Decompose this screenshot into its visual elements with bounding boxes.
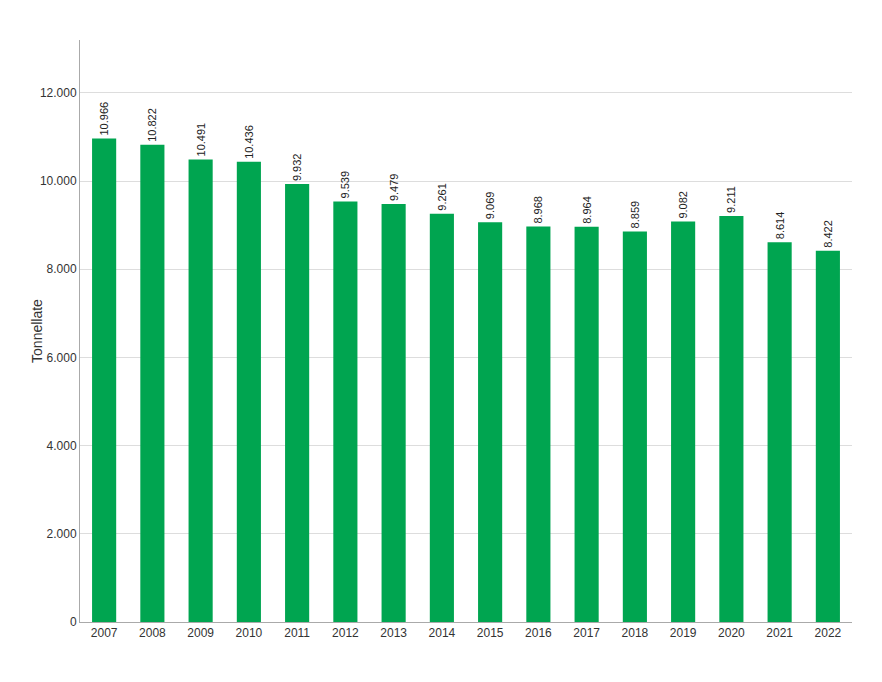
svg-text:2.000: 2.000 <box>47 527 77 541</box>
svg-text:10.966: 10.966 <box>98 102 110 136</box>
svg-text:2018: 2018 <box>622 626 649 640</box>
svg-text:2013: 2013 <box>380 626 407 640</box>
svg-text:10.491: 10.491 <box>195 123 207 157</box>
svg-text:8.614: 8.614 <box>774 212 786 240</box>
svg-text:Tonnellate: Tonnellate <box>29 299 45 363</box>
svg-text:2015: 2015 <box>477 626 504 640</box>
svg-text:8.968: 8.968 <box>532 196 544 224</box>
svg-text:2016: 2016 <box>525 626 552 640</box>
svg-text:8.000: 8.000 <box>47 262 77 276</box>
svg-text:8.422: 8.422 <box>822 220 834 248</box>
svg-text:9.479: 9.479 <box>388 174 400 202</box>
svg-text:2017: 2017 <box>573 626 600 640</box>
svg-text:2020: 2020 <box>718 626 745 640</box>
svg-text:4.000: 4.000 <box>47 439 77 453</box>
svg-text:2019: 2019 <box>670 626 697 640</box>
svg-text:2014: 2014 <box>429 626 456 640</box>
svg-text:9.932: 9.932 <box>291 154 303 182</box>
svg-text:0: 0 <box>70 615 77 629</box>
svg-text:10.000: 10.000 <box>40 174 77 188</box>
svg-text:9.261: 9.261 <box>436 183 448 211</box>
svg-text:2011: 2011 <box>284 626 310 640</box>
svg-text:8.859: 8.859 <box>629 201 641 229</box>
svg-text:2021: 2021 <box>766 626 793 640</box>
svg-text:9.082: 9.082 <box>677 191 689 219</box>
svg-text:10.436: 10.436 <box>243 125 255 159</box>
svg-text:9.539: 9.539 <box>339 171 351 199</box>
svg-text:2012: 2012 <box>332 626 359 640</box>
svg-text:2009: 2009 <box>187 626 214 640</box>
svg-text:9.211: 9.211 <box>725 186 737 213</box>
svg-text:9.069: 9.069 <box>484 192 496 220</box>
svg-text:10.822: 10.822 <box>146 108 158 142</box>
svg-text:2010: 2010 <box>236 626 263 640</box>
svg-text:2007: 2007 <box>91 626 118 640</box>
svg-text:8.964: 8.964 <box>581 196 593 224</box>
svg-text:2008: 2008 <box>139 626 166 640</box>
svg-text:12.000: 12.000 <box>40 86 77 100</box>
svg-text:2022: 2022 <box>815 626 842 640</box>
svg-text:6.000: 6.000 <box>47 351 77 365</box>
